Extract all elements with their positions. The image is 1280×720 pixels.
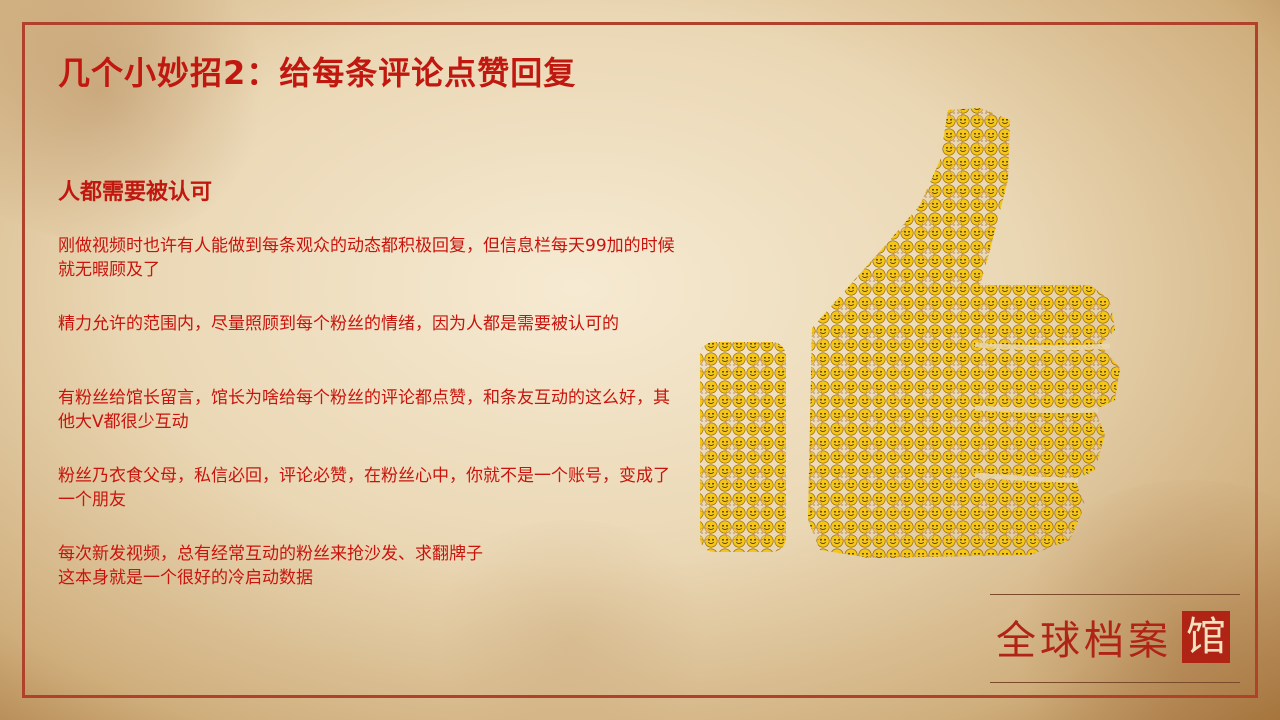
paragraph-5: 每次新发视频，总有经常互动的粉丝来抢沙发、求翻牌子 这本身就是一个很好的冷启动数… bbox=[58, 544, 483, 588]
page-title: 几个小妙招2：给每条评论点赞回复 bbox=[58, 54, 577, 92]
thumbs-up-emoji-icon bbox=[700, 108, 1120, 558]
paragraph-4: 粉丝乃衣食父母，私信必回，评论必赞，在粉丝心中，你就不是一个账号，变成了一个朋友 bbox=[58, 466, 670, 510]
section-subtitle: 人都需要被认可 bbox=[58, 180, 213, 205]
paragraph-3: 有粉丝给馆长留言，馆长为啥给每个粉丝的评论都点赞，和条友互动的这么好，其他大V都… bbox=[58, 388, 670, 432]
logo-bottom-rule bbox=[990, 682, 1240, 683]
logo-top-rule bbox=[990, 594, 1240, 595]
logo-text: 全球档案 bbox=[996, 618, 1172, 664]
paragraph-2: 精力允许的范围内，尽量照顾到每个粉丝的情绪，因为人都是需要被认可的 bbox=[58, 314, 619, 334]
slide-border bbox=[22, 22, 1258, 698]
paragraph-1: 刚做视频时也许有人能做到每条观众的动态都积极回复，但信息栏每天99加的时候就无暇… bbox=[58, 236, 675, 280]
logo-boxed-char: 馆 bbox=[1182, 611, 1230, 663]
brand-logo: 全球档案 馆 bbox=[990, 594, 1240, 684]
